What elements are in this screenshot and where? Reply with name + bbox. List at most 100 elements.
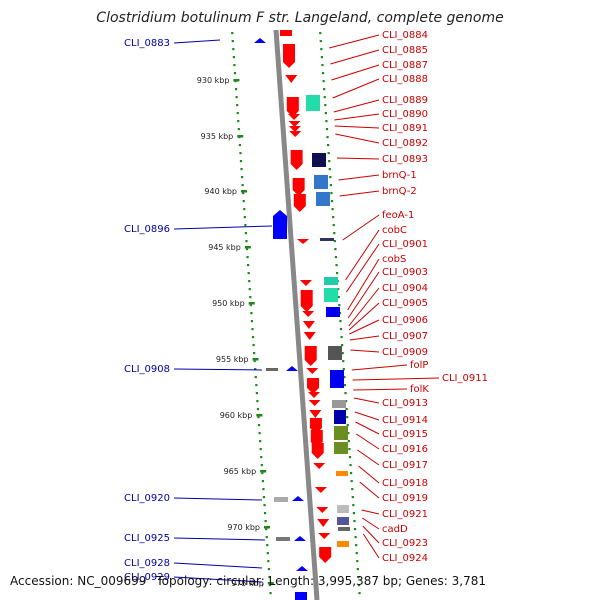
right-gene-label: CLI_0892 [382, 138, 428, 149]
right-leader-line [349, 335, 380, 341]
right-axis-dot [341, 352, 344, 355]
right-leader-line [335, 133, 380, 144]
forward-gene-arrow [308, 400, 321, 406]
right-leader-line [339, 190, 380, 197]
forward-gene-arrow [299, 280, 312, 286]
right-leader-line [361, 509, 380, 515]
right-axis-dot [352, 504, 355, 507]
right-axis-dot [347, 440, 350, 443]
forward-gene-arrow [292, 178, 305, 196]
left-axis-dot [259, 440, 262, 443]
right-leader-line [345, 229, 380, 281]
left-leader-line [173, 562, 263, 569]
right-leader-line [347, 258, 380, 311]
left-leader-line [173, 39, 221, 44]
right-leader-line [348, 287, 380, 327]
genome-backbone [273, 29, 320, 600]
left-axis-dot [238, 144, 241, 147]
right-axis-dot [348, 448, 351, 451]
right-gene-label: CLI_0916 [382, 444, 428, 455]
feature-box [334, 442, 348, 454]
right-axis-dot [323, 96, 326, 99]
right-axis-dot [338, 304, 341, 307]
left-axis-dot [267, 560, 270, 563]
right-gene-label: CLI_0888 [382, 74, 428, 85]
right-axis-dot [343, 376, 346, 379]
left-gene-label: CLI_0908 [124, 364, 170, 375]
left-leader-line [173, 368, 263, 371]
forward-gene-arrow [289, 131, 302, 137]
forward-gene-arrow [293, 194, 306, 212]
right-gene-label: feoA-1 [382, 210, 414, 221]
kbp-tick-label: 935 kbp [201, 132, 234, 141]
left-axis-dot [263, 504, 266, 507]
right-axis-dot [345, 408, 348, 411]
right-leader-line [333, 99, 380, 113]
right-leader-line [353, 388, 408, 391]
right-leader-line [354, 411, 380, 421]
forward-gene-arrow [288, 114, 301, 120]
right-leader-line [358, 465, 380, 484]
right-leader-line [330, 49, 380, 65]
forward-gene-arrow [308, 392, 321, 398]
forward-gene-arrow [283, 44, 296, 68]
left-axis-dot [243, 216, 246, 219]
right-gene-label: CLI_0901 [382, 239, 428, 250]
right-leader-line [351, 364, 408, 371]
feature-box [324, 277, 338, 285]
right-axis-dot [356, 568, 359, 571]
right-axis-dot [328, 160, 331, 163]
left-axis-dot [249, 296, 252, 299]
forward-gene-arrow [288, 126, 301, 132]
right-leader-line [331, 64, 380, 81]
feature-box [334, 410, 346, 424]
left-axis-dot [247, 272, 250, 275]
kbp-tick-mark [233, 79, 240, 82]
feature-box [330, 370, 344, 388]
right-gene-label: folK [410, 384, 429, 395]
left-axis-dot [250, 312, 253, 315]
right-leader-line [357, 449, 380, 466]
left-leader-line [173, 537, 266, 541]
left-axis-dot [236, 104, 239, 107]
feature-box [312, 153, 326, 167]
right-leader-line [338, 174, 380, 181]
left-axis-dot [263, 512, 267, 515]
left-axis-dot [256, 408, 260, 411]
forward-gene-arrow [290, 150, 303, 170]
reverse-gene-arrow [254, 38, 266, 43]
right-leader-line [329, 34, 380, 49]
kbp-tick-mark [256, 414, 263, 417]
right-axis-dot [324, 112, 327, 115]
right-axis-dot [329, 176, 332, 179]
left-axis-dot [244, 232, 248, 235]
right-leader-line [359, 481, 380, 499]
feature-box [320, 238, 334, 241]
accession-text: Accession: NC_009699 [10, 574, 147, 588]
right-gene-label: CLI_0904 [382, 283, 428, 294]
right-leader-line [336, 157, 380, 160]
right-axis-dot [332, 224, 335, 227]
left-axis-dot [253, 360, 256, 363]
feature-box [276, 537, 290, 541]
forward-gene-arrow [288, 121, 301, 127]
feature-box [266, 368, 278, 371]
left-axis-dot [258, 432, 261, 435]
right-axis-dot [323, 88, 326, 91]
left-axis-dot [232, 56, 235, 59]
right-leader-line [347, 271, 380, 319]
left-gene-label: CLI_0925 [124, 533, 170, 544]
right-axis-dot [330, 200, 334, 203]
left-axis-dot [251, 336, 255, 339]
left-leader-line [173, 576, 263, 583]
left-axis-dot [239, 160, 243, 163]
left-axis-dot [237, 128, 240, 131]
right-leader-line [356, 433, 380, 450]
right-gene-label: CLI_0907 [382, 331, 428, 342]
left-axis-dot [240, 176, 244, 179]
right-axis-dot [353, 520, 356, 523]
left-axis-dot [256, 400, 259, 403]
left-axis-dot [248, 280, 251, 283]
right-leader-line [361, 517, 380, 530]
forward-gene-arrow [313, 463, 326, 469]
